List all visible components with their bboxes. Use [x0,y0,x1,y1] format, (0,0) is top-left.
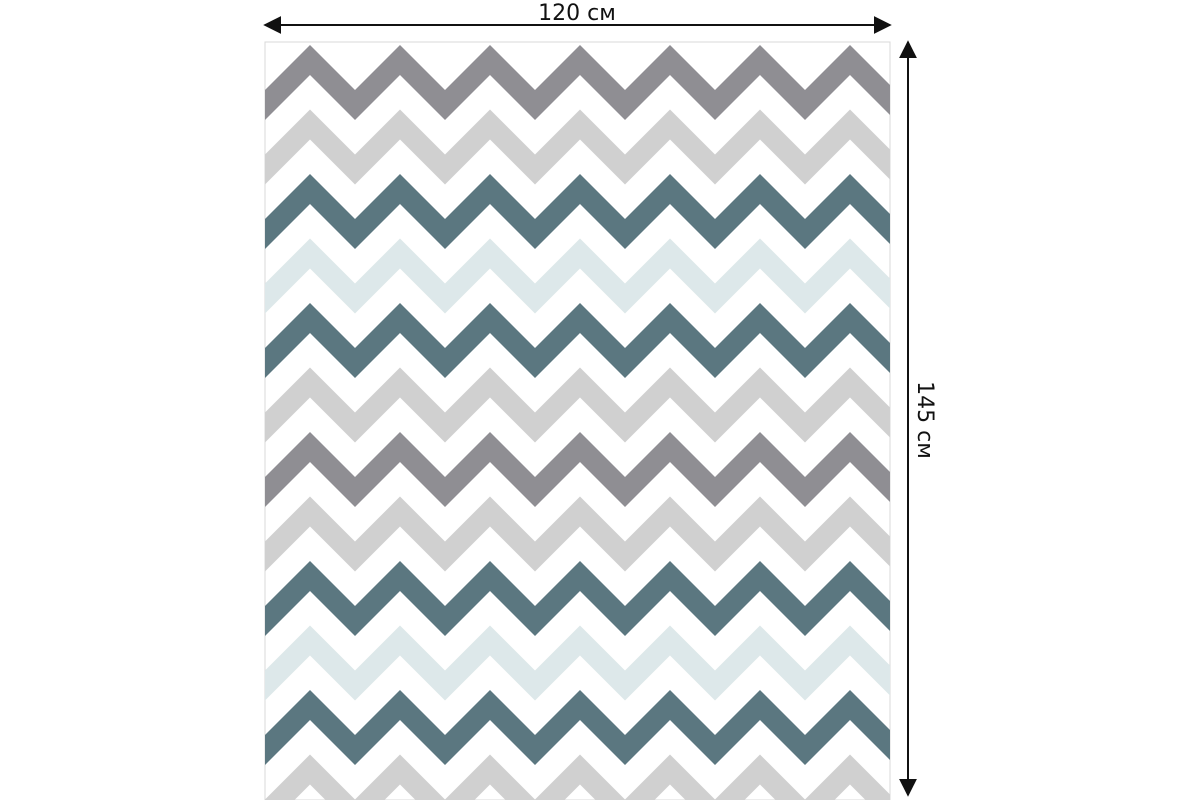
zigzag-stripe [265,690,890,765]
width-label: 120 см [538,1,616,26]
zigzag-stripe [265,754,890,800]
zigzag-stripe [265,496,890,572]
zigzag-stripe [265,367,890,443]
zigzag-stripe [265,238,890,314]
zigzag-pattern [265,45,890,800]
zigzag-stripe [265,625,890,701]
zigzag-stripe [265,174,890,249]
zigzag-stripe [265,109,890,185]
zigzag-stripe [265,303,890,378]
zigzag-stripe [265,45,890,120]
height-label: 145 см [912,381,937,459]
zigzag-stripe [265,561,890,636]
zigzag-stripe [265,432,890,507]
